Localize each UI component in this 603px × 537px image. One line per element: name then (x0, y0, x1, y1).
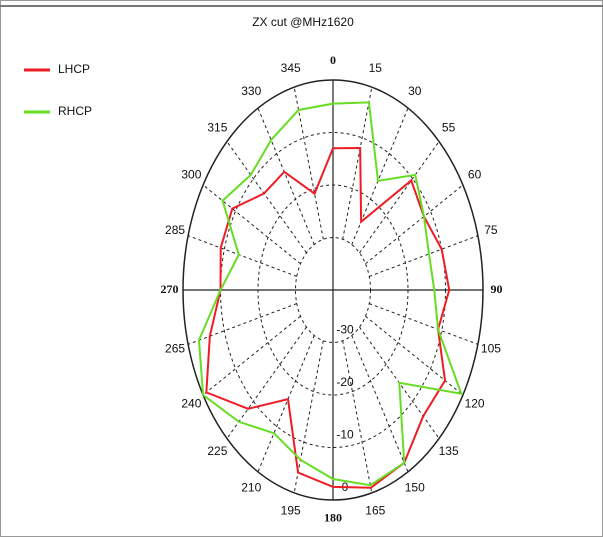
chart-title: ZX cut @MHz1620 (252, 15, 354, 29)
spoke (202, 315, 301, 396)
spoke (293, 340, 324, 493)
angle-label: 300 (181, 168, 201, 182)
angle-label: 75 (484, 223, 498, 237)
spoke (365, 184, 464, 265)
legend-label: LHCP (58, 62, 90, 76)
angle-label: 195 (281, 503, 301, 517)
angle-label: 135 (439, 444, 459, 458)
angle-label: 315 (207, 120, 227, 134)
spoke (187, 303, 297, 345)
legend-label: RHCP (58, 104, 92, 118)
spoke (365, 315, 464, 396)
r-tick-label: -30 (336, 323, 354, 337)
spoke (202, 184, 301, 265)
angle-label: 265 (165, 341, 185, 355)
spoke (359, 141, 440, 254)
angle-label: 55 (442, 120, 456, 134)
spoke (226, 326, 307, 439)
spoke (187, 235, 297, 277)
angle-label: 120 (465, 397, 485, 411)
angle-label: 15 (369, 61, 383, 75)
angle-label: 0 (330, 53, 336, 67)
spoke (257, 107, 315, 245)
angle-label: 60 (468, 168, 482, 182)
spoke (369, 303, 479, 345)
angle-label: 165 (365, 503, 385, 517)
angle-label: 210 (241, 480, 261, 494)
angle-label: 330 (241, 84, 261, 98)
spoke (351, 335, 409, 473)
angle-label: 180 (324, 511, 342, 525)
spoke (369, 235, 479, 277)
angle-label: 105 (481, 341, 501, 355)
angle-label: 240 (181, 397, 201, 411)
series-line (197, 101, 463, 487)
spoke (293, 87, 324, 240)
angle-label: 285 (165, 223, 185, 237)
angle-label: 225 (207, 444, 227, 458)
r-tick-label: -10 (336, 428, 354, 442)
angle-label: 150 (405, 480, 425, 494)
angle-label: 270 (161, 282, 179, 296)
spoke (226, 141, 307, 254)
angle-label: 345 (281, 61, 301, 75)
angle-label: 30 (408, 84, 422, 98)
spoke (342, 340, 373, 493)
r-tick-label: -20 (336, 375, 354, 389)
angle-label: 90 (491, 282, 503, 296)
spoke (342, 87, 373, 240)
spoke (257, 335, 315, 473)
